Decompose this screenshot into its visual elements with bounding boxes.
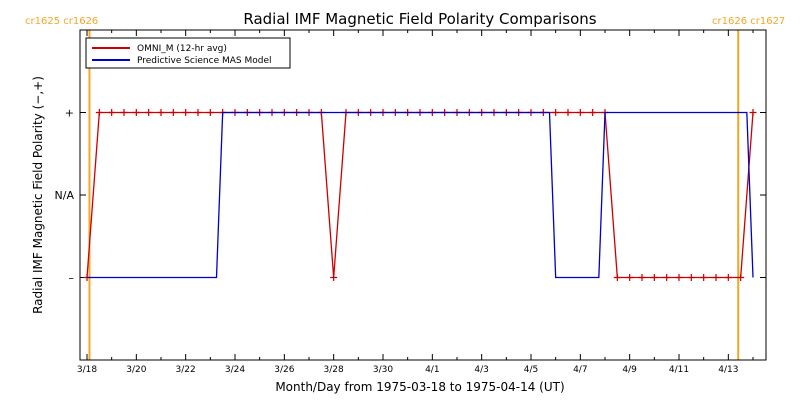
legend-label-omni: OMNI_M (12-hr avg): [137, 44, 227, 54]
x-tick-label: 3/20: [126, 365, 146, 375]
x-tick-label: 3/18: [77, 365, 97, 375]
x-tick-label: 4/7: [573, 365, 587, 375]
x-tick-label: 4/1: [425, 365, 439, 375]
data-point-marker: [613, 274, 621, 281]
data-point-marker: [330, 274, 338, 281]
data-point-marker: [194, 109, 202, 116]
x-tick-label: 3/22: [176, 365, 196, 375]
data-point-marker: [157, 109, 165, 116]
x-tick-label: 3/26: [274, 365, 294, 375]
series-line-omni: [86, 111, 754, 279]
x-tick-label: 3/24: [225, 365, 245, 375]
data-point-marker: [132, 109, 140, 116]
legend: OMNI_M (12-hr avg) Predictive Science MA…: [85, 37, 291, 69]
data-point-marker: [206, 109, 214, 116]
x-axis-label: Month/Day from 1975-03-18 to 1975-04-14 …: [275, 380, 564, 394]
data-point-marker: [169, 109, 177, 116]
data-point-marker: [675, 274, 683, 281]
y-tick-label: N/A: [55, 189, 75, 202]
data-point-marker: [108, 109, 116, 116]
plot-area: 3/18 3/20 3/22 3/24 3/26 3/28 3/30 4/1 4/3 4/5 4/7…: [55, 30, 766, 375]
x-tick-label: 4/9: [622, 365, 637, 375]
carrington-label-left: cr1625 cr1626: [25, 16, 98, 27]
data-point-marker: [576, 109, 584, 116]
x-tick-label: 4/13: [718, 365, 738, 375]
carrington-label-right: cr1626 cr1627: [712, 16, 785, 27]
data-point-marker: [687, 274, 695, 281]
x-tick-label: 4/3: [474, 365, 488, 375]
plot-frame: [79, 29, 767, 361]
legend-label-mas: Predictive Science MAS Model: [137, 56, 272, 66]
data-point-marker: [95, 109, 103, 116]
data-point-marker: [650, 274, 658, 281]
x-tick-label: 4/11: [669, 365, 689, 375]
data-point-marker: [589, 109, 597, 116]
data-point-marker: [638, 274, 646, 281]
x-tick-label: 4/5: [524, 365, 538, 375]
x-tick-label: 3/30: [373, 365, 393, 375]
legend-box: [85, 37, 291, 69]
series-line-mas: [87, 111, 754, 279]
data-point-marker: [120, 109, 128, 116]
chart-title: Radial IMF Magnetic Field Polarity Compa…: [243, 10, 596, 28]
y-axis-label: Radial IMF Magnetic Field Polarity (−,+): [31, 76, 45, 314]
data-point-marker: [552, 109, 560, 116]
x-tick-label: 3/28: [324, 365, 344, 375]
data-point-marker: [749, 109, 757, 116]
y-tick-label: +: [65, 107, 74, 120]
data-point-marker: [700, 274, 708, 281]
data-point-marker: [564, 109, 572, 116]
data-point-marker: [182, 109, 190, 116]
data-point-marker: [712, 274, 720, 281]
data-point-marker: [663, 274, 671, 281]
y-tick-label: –: [69, 272, 75, 285]
data-point-marker: [145, 109, 153, 116]
data-point-marker: [724, 274, 732, 281]
data-point-marker: [626, 274, 634, 281]
data-point-marker: [737, 274, 745, 281]
